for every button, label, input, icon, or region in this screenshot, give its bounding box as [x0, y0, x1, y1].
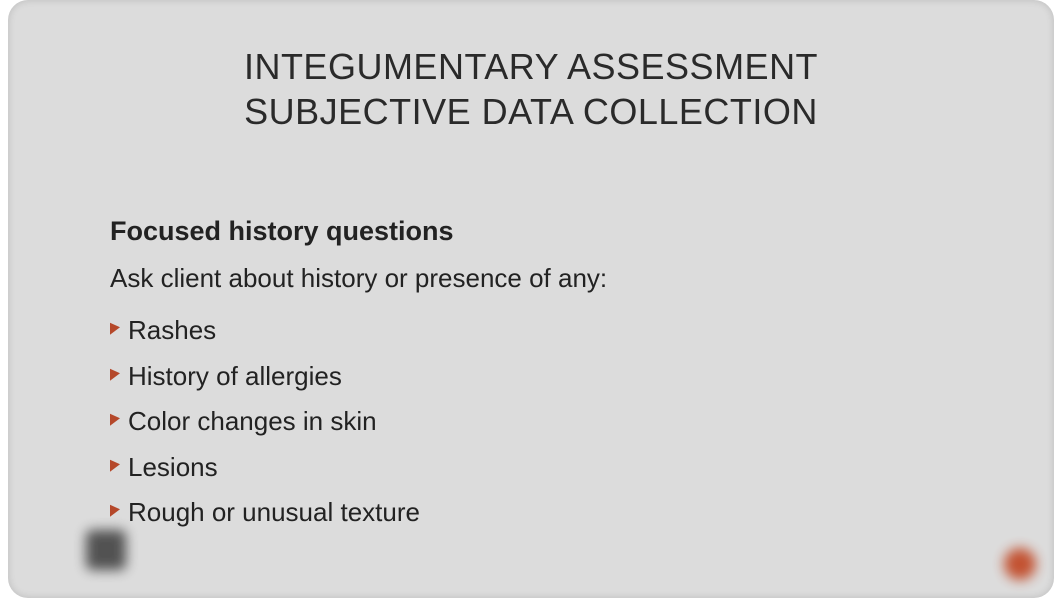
list-item: Color changes in skin: [110, 399, 1054, 445]
title-line-2: SUBJECTIVE DATA COLLECTION: [8, 89, 1054, 134]
section-heading: Focused history questions: [110, 216, 1054, 247]
slide-container: INTEGUMENTARY ASSESSMENT SUBJECTIVE DATA…: [8, 0, 1054, 598]
list-item: History of allergies: [110, 354, 1054, 400]
intro-text: Ask client about history or presence of …: [110, 263, 1054, 294]
list-item: Rough or unusual texture: [110, 490, 1054, 536]
blur-decoration-dark: [86, 530, 126, 570]
list-item: Rashes: [110, 308, 1054, 354]
bullet-list: Rashes History of allergies Color change…: [110, 308, 1054, 536]
content-block: Focused history questions Ask client abo…: [110, 216, 1054, 536]
list-item: Lesions: [110, 445, 1054, 491]
blur-decoration-red: [1004, 548, 1036, 580]
title-line-1: INTEGUMENTARY ASSESSMENT: [8, 44, 1054, 89]
slide-title: INTEGUMENTARY ASSESSMENT SUBJECTIVE DATA…: [8, 44, 1054, 134]
